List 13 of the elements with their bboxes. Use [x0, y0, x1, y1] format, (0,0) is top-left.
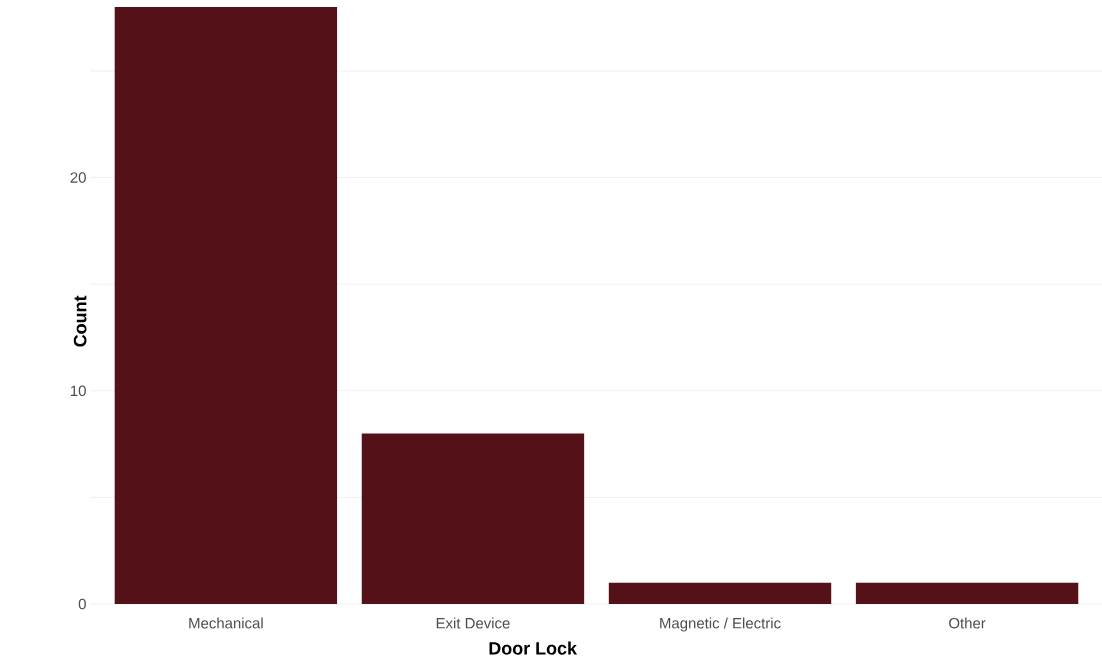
y-axis-title: Count: [73, 295, 87, 347]
bar: [855, 582, 1079, 604]
y-tick-label: 20: [70, 172, 86, 183]
bar: [114, 6, 338, 604]
x-tick-label: Exit Device: [436, 617, 510, 629]
bar: [608, 582, 832, 604]
x-axis-title: Door Lock: [489, 641, 578, 655]
bar: [361, 433, 585, 604]
x-tick-label: Mechanical: [189, 617, 263, 629]
x-tick-label: Other: [949, 617, 986, 629]
y-tick-label: 10: [71, 385, 86, 397]
y-tick-label: 0: [78, 598, 86, 610]
x-tick-label: Magnetic / Electric: [660, 617, 781, 632]
